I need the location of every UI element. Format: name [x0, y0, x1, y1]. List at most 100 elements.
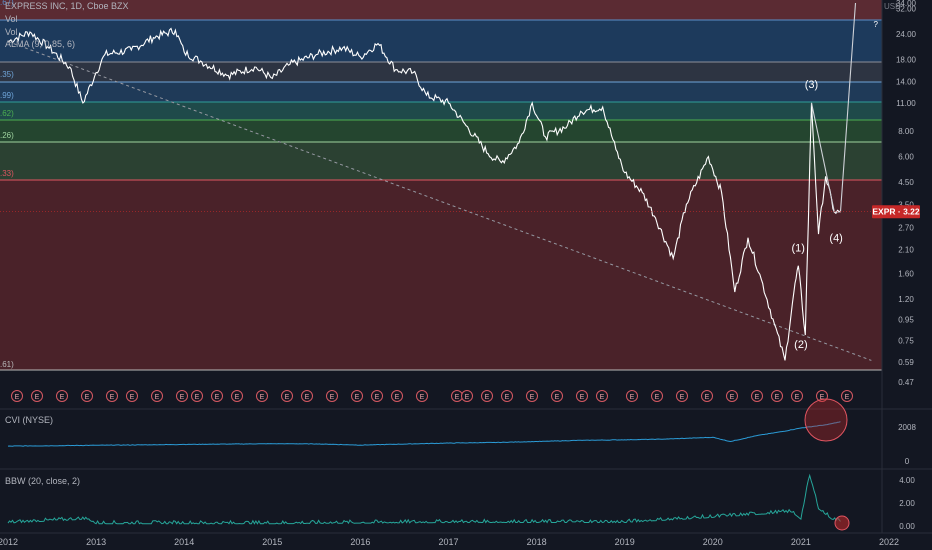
time-tick-label: 2018 [527, 537, 547, 547]
fib-level-label: .61) [0, 360, 14, 369]
volume-legend-2[interactable]: Vol [5, 27, 18, 37]
time-tick-label: 2019 [615, 537, 635, 547]
earnings-marker[interactable]: E [391, 390, 403, 402]
highlight-circle[interactable] [804, 398, 848, 442]
time-axis[interactable]: 2012 2013 2014 2015 2016 2017 2018 2019 2020 2021… [0, 537, 899, 547]
earnings-marker[interactable]: E [501, 390, 513, 402]
price-tick-label: 2.70 [898, 223, 914, 232]
earnings-marker[interactable]: E [841, 390, 853, 402]
svg-text:E: E [680, 394, 685, 401]
svg-text:E: E [655, 394, 660, 401]
earnings-marker[interactable]: E [256, 390, 268, 402]
bbw-pane[interactable]: 4.00 2.00 0.00 [7, 473, 915, 531]
earnings-marker[interactable]: E [126, 390, 138, 402]
earnings-marker[interactable]: E [481, 390, 493, 402]
price-tick-label: 2.10 [898, 246, 914, 255]
wave-label[interactable]: (1) [792, 243, 805, 255]
svg-text:E: E [505, 394, 510, 401]
earnings-marker[interactable]: E [751, 390, 763, 402]
earnings-marker[interactable]: E [526, 390, 538, 402]
earnings-marker[interactable]: E [596, 390, 608, 402]
svg-text:E: E [60, 394, 65, 401]
earnings-marker[interactable]: E [651, 390, 663, 402]
svg-text:E: E [705, 394, 710, 401]
svg-text:E: E [130, 394, 135, 401]
earnings-marker[interactable]: E [371, 390, 383, 402]
fib-zone-top [0, 0, 882, 20]
earnings-marker[interactable]: E [81, 390, 93, 402]
symbol-title[interactable]: EXPRESS INC, 1D, Cboe BZX [5, 1, 129, 11]
earnings-marker[interactable]: E [416, 390, 428, 402]
price-tick-label: 3.50 [898, 200, 914, 209]
price-tick-label: 1.20 [898, 295, 914, 304]
time-tick-label: 2013 [86, 537, 106, 547]
earnings-marker[interactable]: E [31, 390, 43, 402]
earnings-marker[interactable]: E [626, 390, 638, 402]
price-tick-label: 14.00 [896, 78, 917, 87]
svg-text:E: E [755, 394, 760, 401]
wave-label[interactable]: (4) [829, 232, 842, 244]
earnings-marker[interactable]: E [701, 390, 713, 402]
earnings-marker[interactable]: E [326, 390, 338, 402]
price-tick-label: 4.50 [898, 178, 914, 187]
volume-legend-1[interactable]: Vol [5, 14, 18, 24]
price-tick-label: 0.75 [898, 337, 914, 346]
alma-legend[interactable]: ALMA (9, 0.85, 6) [5, 39, 76, 49]
price-tick-label: 34.00 [896, 0, 917, 8]
time-tick-label: 2020 [703, 537, 723, 547]
fib-zone-blue [0, 20, 882, 62]
highlight-circle[interactable] [834, 515, 850, 531]
earnings-marker[interactable]: E [351, 390, 363, 402]
fib-level-label: .33) [0, 169, 14, 178]
earnings-marker[interactable]: E [281, 390, 293, 402]
svg-text:E: E [85, 394, 90, 401]
svg-text:E: E [395, 394, 400, 401]
time-tick-label: 2014 [174, 537, 194, 547]
time-tick-label: 2017 [438, 537, 458, 547]
fib-zone-teal [0, 102, 882, 120]
bbw-series-line[interactable] [7, 473, 841, 525]
earnings-marker[interactable]: E [791, 390, 803, 402]
wave-label[interactable]: (2) [794, 339, 807, 351]
earnings-marker[interactable]: E [451, 390, 463, 402]
price-tick-label: 1.60 [898, 270, 914, 279]
earnings-marker[interactable]: E [461, 390, 473, 402]
cvi-series-line[interactable] [7, 421, 841, 447]
earnings-marker[interactable]: E [551, 390, 563, 402]
cvi-title[interactable]: CVI (NYSE) [5, 415, 54, 425]
svg-text:E: E [600, 394, 605, 401]
bbw-tick-label: 4.00 [899, 476, 915, 485]
cvi-pane[interactable]: 2008 0 [7, 398, 916, 466]
earnings-marker[interactable]: E [676, 390, 688, 402]
earnings-marker[interactable]: E [726, 390, 738, 402]
price-series-line[interactable] [7, 27, 841, 361]
earnings-marker[interactable]: E [211, 390, 223, 402]
earnings-marker[interactable]: E [191, 390, 203, 402]
earnings-marker[interactable]: E [151, 390, 163, 402]
price-pane[interactable]: (1)(2)(3)(4)(5)?.67).35).99).62).26).33)… [0, 0, 879, 402]
fib-level-label: .99) [0, 91, 14, 100]
svg-text:E: E [775, 394, 780, 401]
earnings-marker[interactable]: E [771, 390, 783, 402]
earnings-marker[interactable]: E [176, 390, 188, 402]
earnings-marker[interactable]: E [106, 390, 118, 402]
svg-text:E: E [15, 394, 20, 401]
price-tick-label: 32.00 [896, 4, 917, 13]
price-tag-background [872, 205, 920, 219]
wave-label[interactable]: ? [874, 20, 879, 29]
svg-text:E: E [375, 394, 380, 401]
wave-label[interactable]: (3) [805, 79, 818, 91]
time-tick-label: 2021 [791, 537, 811, 547]
earnings-marker[interactable]: E [231, 390, 243, 402]
svg-text:E: E [305, 394, 310, 401]
earnings-marker[interactable]: E [56, 390, 68, 402]
earnings-marker[interactable]: E [576, 390, 588, 402]
earnings-marker[interactable]: E [11, 390, 23, 402]
fib-zone-green [0, 120, 882, 142]
svg-text:E: E [455, 394, 460, 401]
earnings-marker[interactable]: E [301, 390, 313, 402]
bbw-title[interactable]: BBW (20, close, 2) [5, 476, 81, 486]
currency-label: USD [884, 2, 901, 11]
